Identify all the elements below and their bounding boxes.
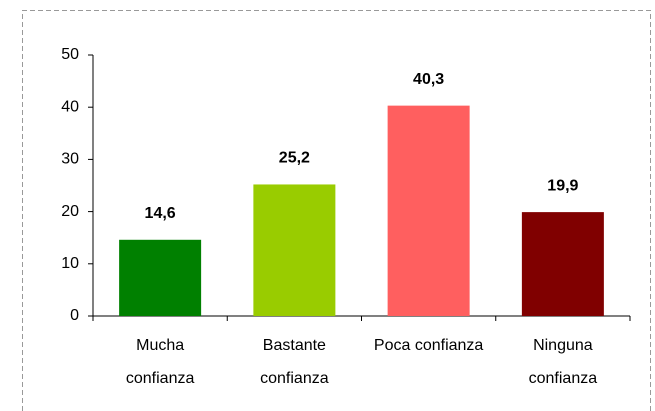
y-tick-label: 0 [70,307,79,324]
value-label: 25,2 [279,150,310,167]
y-tick-label: 40 [61,98,79,115]
x-tick-label: Bastante confianza [260,337,329,387]
value-label: 40,3 [413,71,444,88]
x-tick-label: Mucha confianza [125,337,195,387]
y-tick-label: 20 [61,203,79,220]
value-label: 19,9 [547,177,578,194]
bar [521,212,604,316]
y-tick-label: 30 [61,151,79,168]
y-tick-label: 10 [61,255,79,272]
value-label: 14,6 [145,205,176,222]
bar [119,239,202,316]
y-tick-label: 50 [61,46,79,63]
x-tick-label: Ninguna confianza [528,337,598,387]
frame [22,10,651,411]
bar [253,184,336,316]
bar [387,105,470,316]
x-tick-label: Poca confianza [373,337,484,354]
